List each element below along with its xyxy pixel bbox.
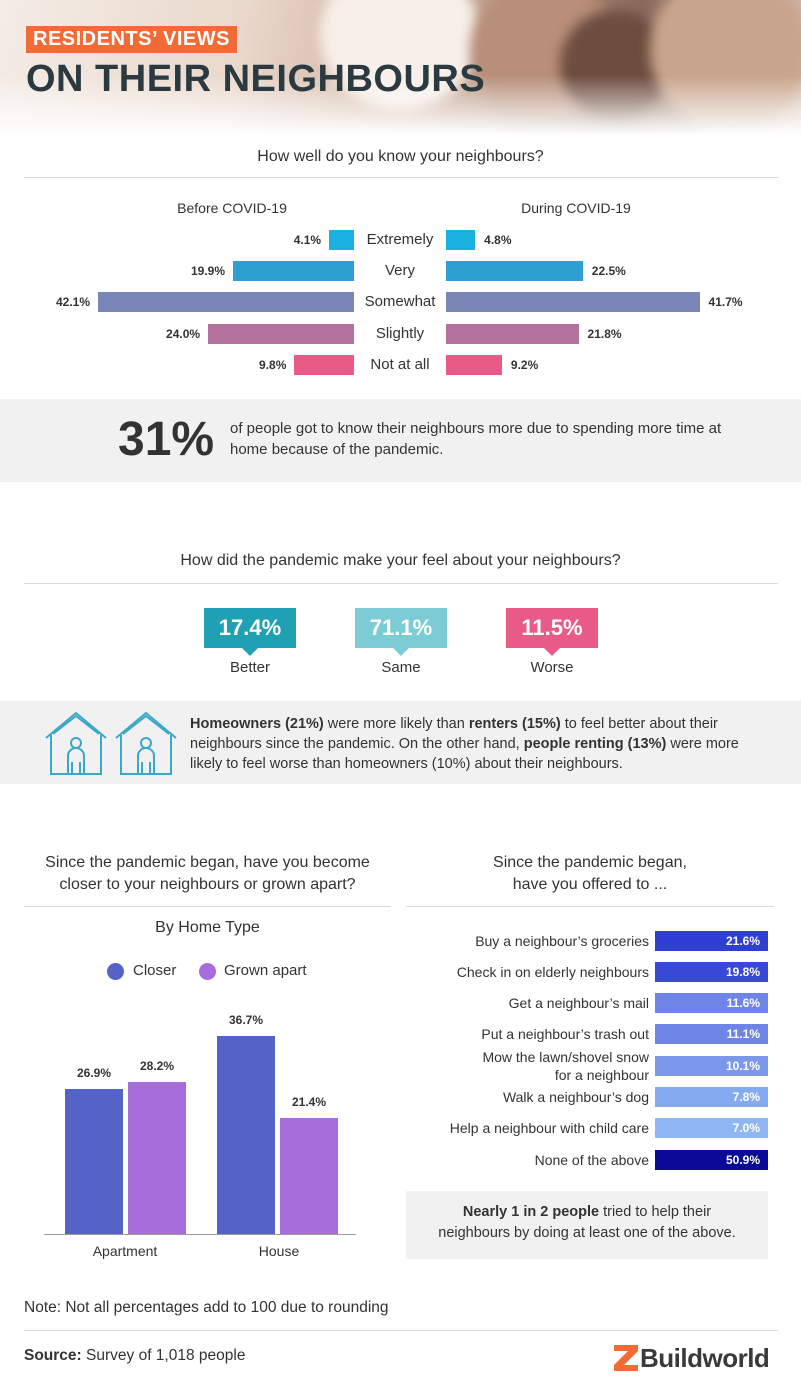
closer-legend-icon [107,963,124,980]
feel-worse-value: 11.5% [506,608,598,648]
bar-value-label: 28.2% [139,1058,175,1073]
offer-category-label: None of the above [534,1152,649,1168]
bar-value-label: 21.4% [291,1095,327,1110]
offer-bar: 50.9% [655,1150,768,1170]
during-covid-label: During COVID-19 [521,200,631,216]
feel-same-label: Same [381,659,421,676]
buildworld-logo-icon [614,1345,638,1371]
divider [24,906,391,907]
during-value-label: 22.5% [591,264,626,278]
during-value-label: 4.8% [484,233,512,247]
bar-closer-house [217,1035,275,1234]
category-label: Very [384,262,415,279]
bar-grown-apart-house [280,1118,338,1234]
during-bar-somewhat [446,292,700,312]
know-question: How well do you know your neighbours? [257,148,544,165]
offer-category-label: Mow the lawn/shovel snow for a neighbour [482,1049,649,1083]
legend-grown-apart: Grown apart [224,962,307,979]
bar-value-label: 36.7% [228,1012,264,1027]
homeowners-note: Homeowners (21%) were more likely than r… [190,716,739,772]
before-value-label: 9.8% [259,358,287,372]
offer-bar: 7.0% [655,1118,768,1138]
divider [24,583,778,584]
offered-summary: Nearly 1 in 2 people tried to help their… [406,1191,768,1259]
category-label: Not at all [370,356,430,373]
offer-category-label: Get a neighbour’s mail [508,995,649,1011]
pointer-icon [393,648,409,656]
before-value-label: 4.1% [293,233,322,247]
before-covid-label: Before COVID-19 [177,200,287,216]
legend-closer: Closer [133,962,177,979]
x-tick-house: House [258,1243,300,1259]
offer-bar: 11.1% [655,1024,768,1044]
divider [24,177,778,178]
bar-closer-apartment [65,1088,123,1234]
homeowners-band [0,701,801,784]
feel-better-value: 17.4% [204,608,296,648]
offer-bar: 21.6% [655,931,768,951]
pointer-icon [544,648,560,656]
house-person-icon [45,711,177,775]
before-value-label: 19.9% [190,264,225,278]
offer-bar: 7.8% [655,1087,768,1107]
x-axis [44,1234,356,1235]
offered-question: Since the pandemic began, have you offer… [493,854,687,893]
during-bar-very [446,261,583,281]
offer-bar: 10.1% [655,1056,768,1076]
before-bar-not-at-all [294,355,354,375]
feel-question: How did the pandemic make your feel abou… [180,552,621,569]
offer-bar: 11.6% [655,993,768,1013]
offer-category-label: Walk a neighbour’s dog [502,1089,649,1105]
divider [406,906,774,907]
stat-band [0,399,801,482]
source-note: Source: Survey of 1,018 people [24,1347,246,1364]
bar-value-label: 26.9% [76,1065,112,1080]
page-title: ON THEIR NEIGHBOURS [26,58,486,100]
buildworld-logo: Buildworld [640,1343,770,1373]
header-tag: RESIDENTS’ VIEWS [26,26,237,53]
before-bar-slightly [208,324,354,344]
category-label: Somewhat [364,293,436,310]
before-bar-very [233,261,354,281]
stat-text: of people got to know their neighbours m… [230,420,722,458]
before-bar-extremely [329,230,354,250]
category-label: Extremely [366,231,434,248]
during-value-label: 41.7% [708,295,743,309]
category-label: Slightly [375,325,425,342]
stat-value: 31% [118,413,215,466]
before-value-label: 24.0% [166,327,201,341]
pointer-icon [242,648,258,656]
header-fade [0,75,801,135]
feel-worse-label: Worse [530,659,574,676]
during-bar-extremely [446,230,476,250]
offer-category-label: Check in on elderly neighbours [456,964,649,980]
offer-bar: 19.8% [655,962,768,982]
offer-category-label: Buy a neighbour’s groceries [475,933,649,949]
before-bar-somewhat [98,292,354,312]
during-value-label: 21.8% [587,327,622,341]
closer-subtitle: By Home Type [155,919,260,936]
during-value-label: 9.2% [510,358,539,372]
header-banner: RESIDENTS’ VIEWS ON THEIR NEIGHBOURS [0,0,801,135]
x-tick-apartment: Apartment [92,1243,158,1259]
feel-better-label: Better [229,659,271,676]
before-value-label: 42.1% [56,295,91,309]
footer-note: Note: Not all percentages add to 100 due… [24,1299,389,1316]
offer-category-label: Put a neighbour’s trash out [481,1026,649,1042]
closer-question: Since the pandemic began, have you becom… [45,854,370,893]
divider [24,1330,778,1331]
bar-grown-apart-apartment [128,1081,186,1234]
during-bar-slightly [446,324,579,344]
grown-apart-legend-icon [199,963,216,980]
during-bar-not-at-all [446,355,502,375]
feel-same-value: 71.1% [355,608,447,648]
offer-category-label: Help a neighbour with child care [449,1120,649,1136]
